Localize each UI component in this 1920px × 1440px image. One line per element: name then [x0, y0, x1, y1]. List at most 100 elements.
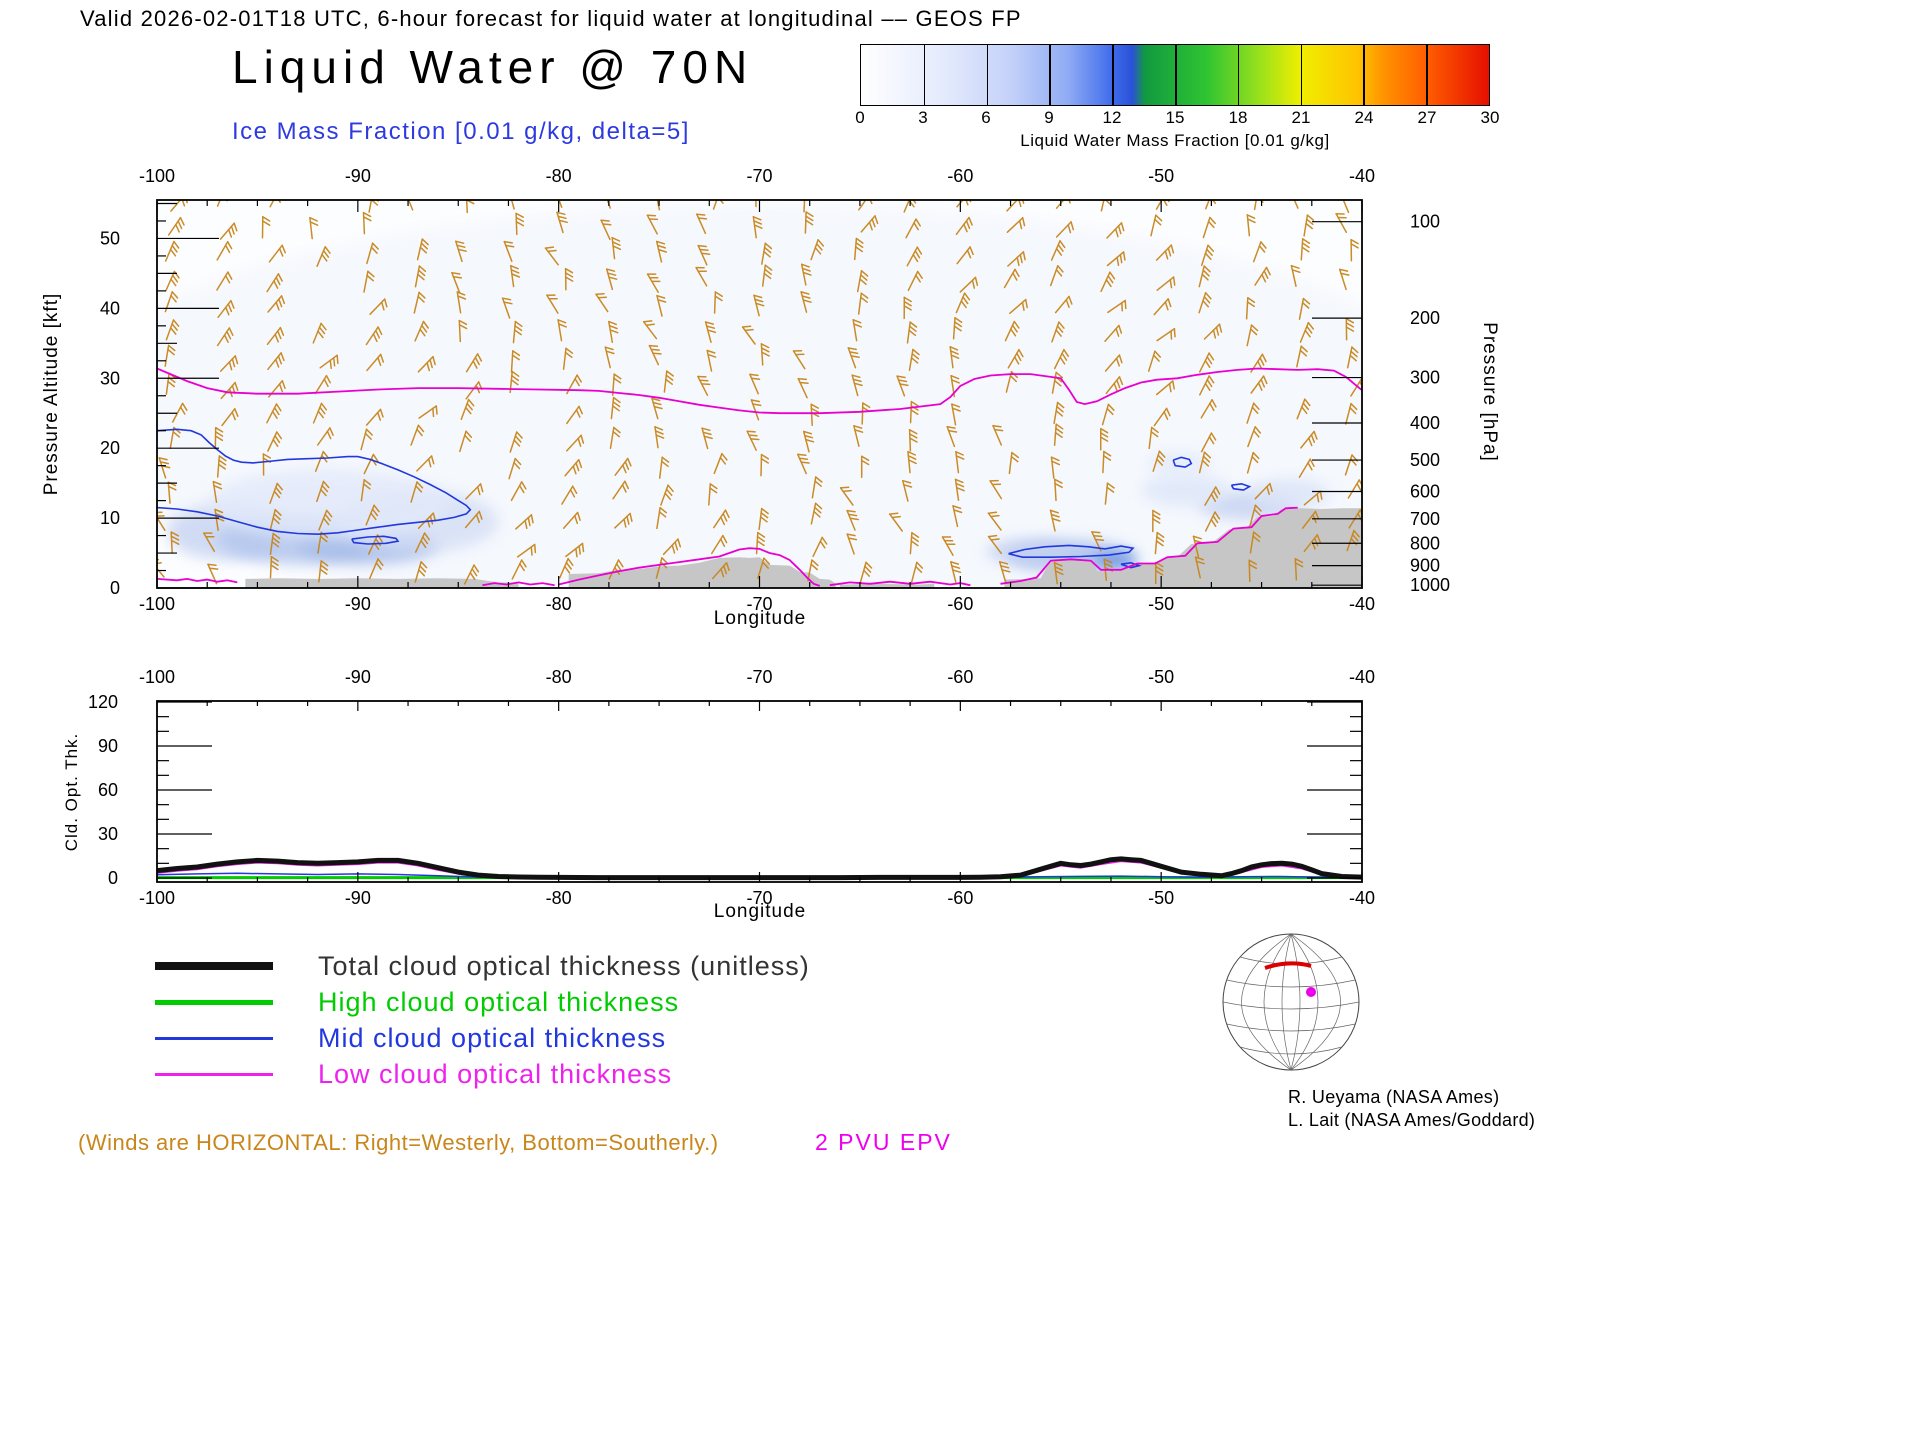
cross-section-point — [1306, 987, 1316, 997]
colorbar-tick-value: 21 — [1291, 108, 1311, 127]
winds-note: (Winds are HORIZONTAL: Right=Westerly, B… — [78, 1130, 719, 1155]
svg-text:-50: -50 — [1148, 888, 1174, 908]
svg-text:30: 30 — [98, 824, 118, 844]
legend-label: Mid cloud optical thickness — [318, 1022, 667, 1053]
svg-text:-90: -90 — [345, 594, 371, 614]
svg-text:900: 900 — [1410, 556, 1440, 576]
y-axis-title-right: Pressure [hPa] — [1479, 322, 1500, 462]
epv-contour-label: 2 PVU EPV — [815, 1129, 952, 1155]
ice-mass-fraction-contours — [157, 428, 1252, 569]
colorbar-tick-value: 6 — [981, 108, 991, 127]
x-axis-title-lower: Longitude — [713, 901, 807, 922]
colorbar-gradient — [860, 44, 1490, 106]
colorbar-segment-divider — [1363, 45, 1365, 105]
legend-line-swatch — [155, 962, 273, 970]
colorbar-segment-divider — [1049, 45, 1051, 105]
svg-text:-80: -80 — [546, 888, 572, 908]
legend-label: Total cloud optical thickness (unitless) — [318, 950, 810, 981]
svg-text:-50: -50 — [1148, 594, 1174, 614]
svg-text:-80: -80 — [546, 166, 572, 186]
svg-text:700: 700 — [1410, 509, 1440, 529]
optical-thickness-panel: -100 -100 -90 -90 -80 -80 -70 -70 -60 -60 -50 -50 -4… — [88, 667, 1375, 908]
svg-text:120: 120 — [88, 692, 118, 712]
epv-contours — [157, 367, 1362, 587]
svg-text:800: 800 — [1410, 533, 1440, 553]
credit-line-2: L. Lait (NASA Ames/Goddard) — [1288, 1110, 1536, 1130]
svg-text:-40: -40 — [1349, 594, 1375, 614]
svg-text:-40: -40 — [1349, 166, 1375, 186]
colorbar-tick-value: 0 — [855, 108, 865, 127]
valid-time-line: Valid 2026-02-01T18 UTC, 6-hour forecast… — [80, 6, 1022, 31]
svg-text:30: 30 — [100, 368, 120, 388]
main-axes: -100 -100 -90 -90 -80 -80 -70 -70 -60 -60 -50 -50 -4… — [100, 166, 1450, 614]
legend-label: Low cloud optical thickness — [318, 1058, 673, 1089]
colorbar-tick-value: 24 — [1354, 108, 1374, 127]
svg-text:-60: -60 — [947, 594, 973, 614]
colorbar-segment-divider — [1426, 45, 1428, 105]
svg-text:-80: -80 — [546, 594, 572, 614]
legend-item: Total cloud optical thickness (unitless) — [155, 948, 810, 984]
svg-text:500: 500 — [1410, 450, 1440, 470]
legend-item: Mid cloud optical thickness — [155, 1020, 810, 1056]
colorbar-tick-value: 9 — [1044, 108, 1054, 127]
svg-text:-100: -100 — [139, 667, 175, 687]
legend: Total cloud optical thickness (unitless)… — [155, 948, 810, 1092]
colorbar: 0 3 6 9 12 15 18 21 24 27 30 Liquid Water Mass Fra… — [855, 44, 1499, 151]
svg-text:-100: -100 — [139, 594, 175, 614]
legend-item: High cloud optical thickness — [155, 984, 810, 1020]
svg-text:0: 0 — [108, 868, 118, 888]
credits: R. Ueyama (NASA Ames) L. Lait (NASA Ames… — [1288, 1086, 1535, 1132]
colorbar-segment-divider — [1175, 45, 1177, 105]
page-title: Liquid Water @ 70N — [232, 41, 754, 93]
colorbar-tick-value: 15 — [1165, 108, 1185, 127]
colorbar-tick-value: 30 — [1480, 108, 1500, 127]
colorbar-segment-divider — [1112, 45, 1114, 105]
globe-graticule — [1223, 934, 1359, 1070]
colorbar-tick-value: 12 — [1102, 108, 1122, 127]
colorbar-segment-divider — [1237, 45, 1240, 105]
colorbar-segment-divider — [986, 45, 989, 105]
svg-text:-70: -70 — [746, 166, 772, 186]
svg-text:1000: 1000 — [1410, 575, 1450, 595]
svg-text:-60: -60 — [947, 667, 973, 687]
svg-text:50: 50 — [100, 228, 120, 248]
svg-text:-70: -70 — [746, 888, 772, 908]
colorbar-segment-divider — [1300, 45, 1303, 105]
svg-text:200: 200 — [1410, 308, 1440, 328]
svg-text:60: 60 — [98, 780, 118, 800]
wind-barbs-layer — [157, 200, 1362, 585]
svg-text:-70: -70 — [746, 667, 772, 687]
svg-text:-70: -70 — [746, 594, 772, 614]
legend-label: High cloud optical thickness — [318, 986, 680, 1017]
colorbar-label: Liquid Water Mass Fraction [0.01 g/kg] — [1020, 131, 1330, 150]
svg-text:400: 400 — [1410, 413, 1440, 433]
svg-text:-90: -90 — [345, 667, 371, 687]
y-axis-title-left: Pressure Altitude [kft] — [41, 292, 62, 496]
colorbar-tick-value: 3 — [918, 108, 928, 127]
svg-text:20: 20 — [100, 438, 120, 458]
svg-text:0: 0 — [110, 578, 120, 598]
credit-line-1: R. Ueyama (NASA Ames) — [1288, 1087, 1500, 1107]
colorbar-tick-labels: 0 3 6 9 12 15 18 21 24 27 30 — [855, 108, 1499, 130]
svg-text:-80: -80 — [546, 667, 572, 687]
svg-text:-50: -50 — [1148, 166, 1174, 186]
svg-text:40: 40 — [100, 298, 120, 318]
legend-line-swatch — [155, 999, 273, 1005]
legend-line-swatch — [155, 1072, 273, 1076]
svg-text:-50: -50 — [1148, 667, 1174, 687]
legend-line-swatch — [155, 1036, 273, 1040]
colorbar-tick-value: 27 — [1417, 108, 1437, 127]
colorbar-segment-divider — [923, 45, 926, 105]
globe-inset-map — [1222, 933, 1360, 1071]
svg-text:-90: -90 — [345, 166, 371, 186]
svg-text:10: 10 — [100, 508, 120, 528]
svg-text:600: 600 — [1410, 482, 1440, 502]
svg-text:90: 90 — [98, 736, 118, 756]
svg-text:-40: -40 — [1349, 667, 1375, 687]
x-axis-title-main: Longitude — [713, 608, 807, 629]
svg-text:-90: -90 — [345, 888, 371, 908]
svg-text:300: 300 — [1410, 368, 1440, 388]
colorbar-tick-value: 18 — [1228, 108, 1248, 127]
y-axis-title-lower: Cld. Opt. Thk. — [62, 732, 81, 852]
